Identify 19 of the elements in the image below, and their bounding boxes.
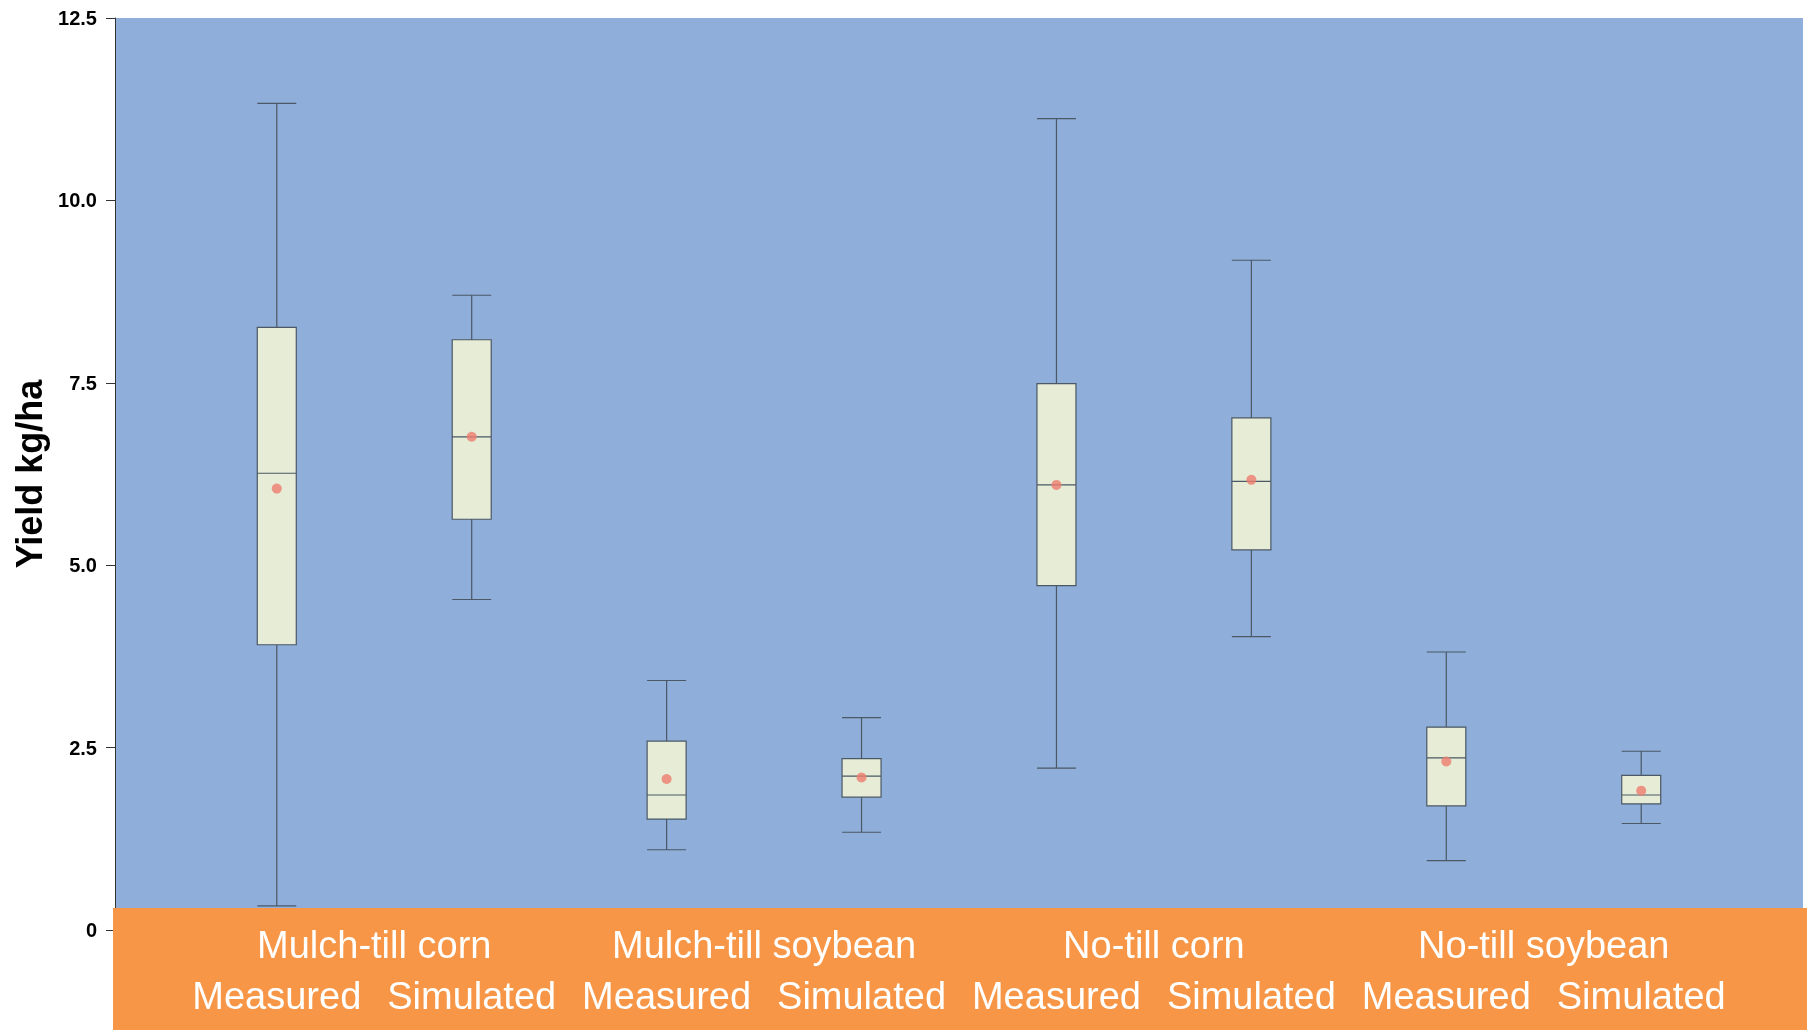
annotation: No-till corn — [1063, 923, 1245, 967]
y-tick-label: 12.5 — [58, 7, 97, 29]
x-tick-label: Measured — [1361, 974, 1531, 1018]
x-tick-label: Simulated — [387, 974, 557, 1018]
y-tick-label: 0 — [85, 919, 97, 941]
annotation: No-till soybean — [1418, 923, 1670, 967]
y-tick-label: 5.0 — [69, 554, 97, 577]
x-tick-label: Simulated — [777, 974, 947, 1018]
y-tick-label: 2.5 — [69, 736, 97, 759]
annotation: Mulch-till corn — [257, 923, 492, 967]
x-tick-label: Simulated — [1166, 974, 1336, 1018]
x-tick-label: Measured — [192, 974, 362, 1018]
x-tick-label: Measured — [971, 974, 1141, 1018]
y-tick-label: 10.0 — [58, 189, 97, 212]
annotation: Mulch-till soybean — [612, 923, 917, 967]
y-tick-label: 7.5 — [69, 371, 97, 394]
x-tick-label: Measured — [582, 974, 752, 1018]
x-tick-label: Simulated — [1556, 974, 1726, 1018]
y-axis-title: Yield kg/ha — [8, 378, 50, 569]
